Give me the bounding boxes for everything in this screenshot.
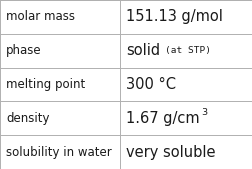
Text: molar mass: molar mass (6, 10, 75, 23)
Text: solid: solid (126, 43, 160, 58)
Text: density: density (6, 112, 50, 125)
Text: 1.67 g/cm: 1.67 g/cm (126, 111, 200, 126)
Text: (at STP): (at STP) (165, 46, 211, 55)
Text: 3: 3 (201, 108, 207, 117)
Text: melting point: melting point (6, 78, 85, 91)
Text: phase: phase (6, 44, 42, 57)
Text: 151.13 g/mol: 151.13 g/mol (126, 9, 223, 24)
Text: 300 °C: 300 °C (126, 77, 176, 92)
Text: solubility in water: solubility in water (6, 146, 112, 159)
Text: very soluble: very soluble (126, 145, 215, 160)
